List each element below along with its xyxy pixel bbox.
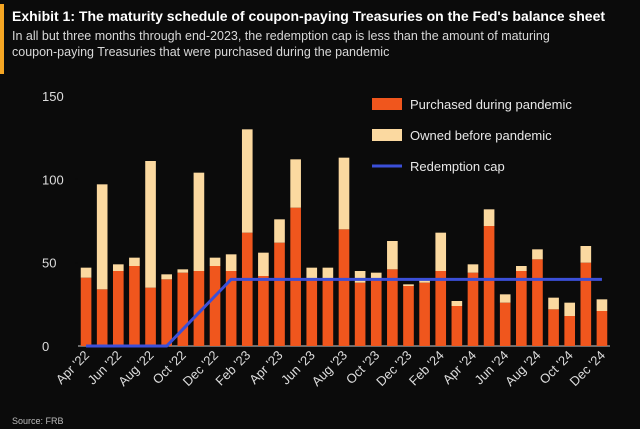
- bar: [306, 267, 318, 280]
- bar: [112, 264, 124, 271]
- bar: [209, 266, 221, 346]
- bar: [145, 287, 156, 346]
- x-tick-label: Apr '23: [246, 348, 285, 387]
- bar: [80, 277, 92, 346]
- y-tick-label: 150: [42, 89, 64, 104]
- bar: [580, 262, 592, 346]
- chart-subtitle: In all but three months through end-2023…: [12, 29, 550, 43]
- bar: [435, 232, 447, 271]
- bar: [177, 272, 189, 346]
- bar: [370, 272, 382, 280]
- bar: [338, 229, 350, 346]
- bar: [354, 282, 366, 346]
- x-tick-label: Aug '22: [115, 348, 156, 389]
- chart-subtitle: coupon-paying Treasuries that were purch…: [12, 45, 389, 59]
- bar: [241, 232, 253, 346]
- bar: [564, 302, 576, 316]
- bar: [451, 301, 463, 306]
- bar: [306, 279, 318, 346]
- bar: [516, 271, 527, 346]
- x-tick-label: Feb '24: [406, 348, 447, 389]
- x-tick-label: Apr '24: [440, 348, 479, 387]
- line: [86, 277, 602, 348]
- x-tick-label: Apr '22: [53, 348, 92, 387]
- bar: [225, 254, 237, 271]
- legend-label: Redemption cap: [410, 159, 505, 174]
- bar: [387, 241, 398, 270]
- bar: [241, 129, 253, 233]
- bar: [129, 266, 140, 346]
- bar: [96, 184, 108, 290]
- source: Source: FRB: [12, 416, 64, 426]
- bar: [193, 172, 205, 271]
- bar: [161, 279, 172, 346]
- bar: [290, 159, 301, 208]
- x-tick-label: Aug '24: [502, 348, 543, 389]
- bar: [403, 284, 414, 286]
- bar: [548, 297, 559, 310]
- bar: [322, 267, 334, 280]
- bar: [532, 249, 543, 260]
- y-tick-label: 100: [42, 172, 64, 187]
- bar: [161, 274, 172, 280]
- bar: [274, 219, 285, 243]
- bar: [258, 276, 269, 346]
- bar: [580, 246, 592, 263]
- bar: [451, 306, 463, 346]
- bar: [274, 242, 285, 346]
- bar: [532, 259, 543, 346]
- bar: [564, 316, 576, 346]
- bar: [370, 279, 382, 346]
- bar: [516, 266, 527, 271]
- bar: [338, 157, 350, 230]
- bar: [96, 289, 108, 346]
- bar: [419, 279, 430, 283]
- bar: [419, 282, 430, 346]
- legend-swatch: [372, 98, 402, 110]
- x-tick-label: Aug '23: [309, 348, 350, 389]
- y-tick-label: 0: [42, 339, 49, 354]
- x-tick-label: Dec '23: [373, 348, 414, 389]
- bar: [193, 271, 205, 346]
- bar: [483, 226, 495, 346]
- bar: [499, 302, 511, 346]
- chart-title: Exhibit 1: The maturity schedule of coup…: [12, 8, 605, 24]
- bar: [322, 279, 334, 346]
- title-accent: [0, 4, 4, 74]
- bar: [145, 161, 156, 288]
- bar: [354, 271, 366, 283]
- bar: [209, 257, 221, 266]
- bar: [129, 257, 140, 266]
- bar: [290, 207, 301, 346]
- bar: [548, 309, 559, 346]
- bar: [80, 267, 92, 278]
- legend-swatch: [372, 129, 402, 141]
- bar: [596, 299, 608, 311]
- y-tick-label: 50: [42, 256, 56, 271]
- legend-label: Purchased during pandemic: [410, 97, 572, 112]
- x-tick-label: Feb '23: [212, 348, 253, 389]
- bar: [258, 252, 269, 276]
- bar: [467, 272, 479, 346]
- bar: [435, 271, 447, 346]
- x-tick-label: Dec '24: [567, 348, 608, 389]
- bar: [596, 311, 608, 346]
- x-tick-label: Dec '22: [180, 348, 221, 389]
- bar: [483, 209, 495, 226]
- bar: [403, 286, 414, 346]
- legend-label: Owned before pandemic: [410, 128, 552, 143]
- bar: [467, 264, 479, 273]
- bar: [112, 271, 124, 346]
- bar: [499, 294, 511, 303]
- bar: [387, 269, 398, 346]
- bar: [225, 271, 237, 346]
- bar: [177, 269, 189, 273]
